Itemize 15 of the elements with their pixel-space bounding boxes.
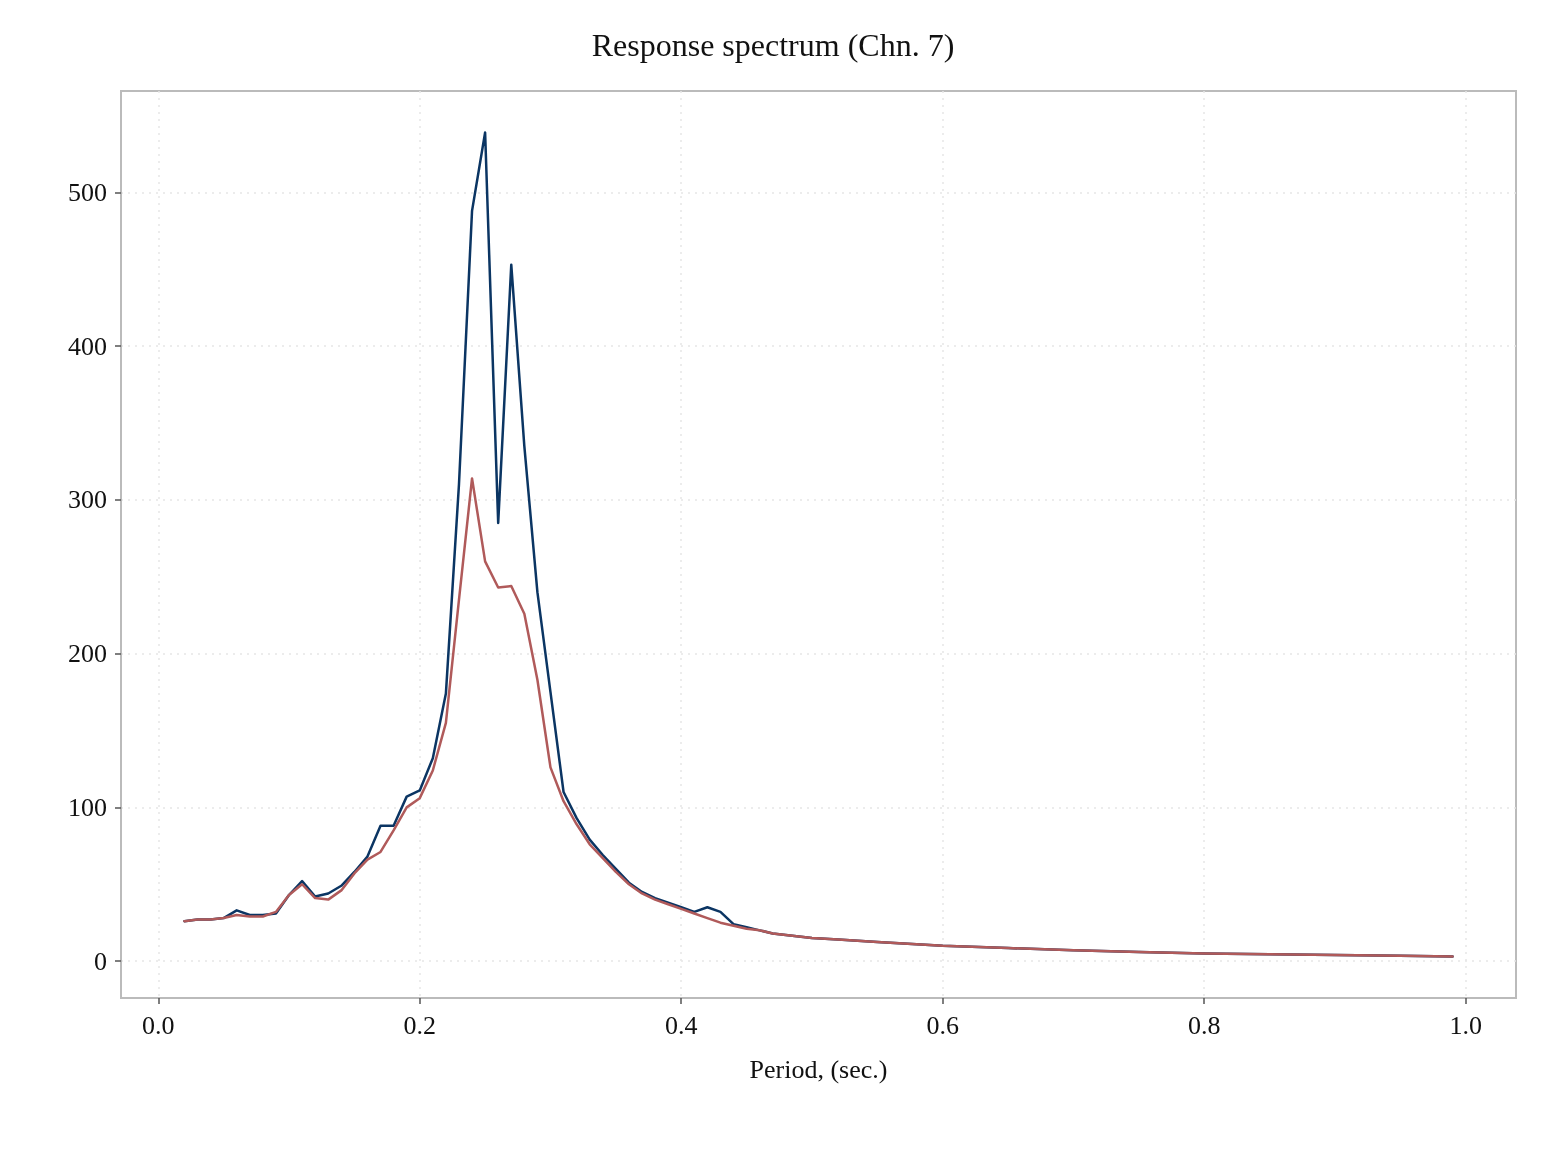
x-axis-title: Period, (sec.) — [749, 1054, 888, 1084]
x-tick-label: 0.4 — [664, 1010, 698, 1040]
y-tick-label: 300 — [68, 485, 107, 515]
y-tick-label: 400 — [68, 331, 107, 361]
x-tick-label: 0.0 — [142, 1010, 175, 1040]
x-tick-label: 0.8 — [1187, 1010, 1221, 1040]
y-tick-label: 0 — [94, 946, 107, 976]
x-tick-label: 1.0 — [1449, 1010, 1482, 1040]
y-tick-label: 200 — [68, 639, 107, 669]
chart-title: Response spectrum (Chn. 7) — [591, 27, 955, 63]
x-tick-label: 0.6 — [926, 1010, 959, 1040]
y-tick-label: 500 — [68, 177, 107, 207]
y-tick-label: 100 — [68, 792, 107, 822]
x-tick-label: 0.2 — [403, 1010, 436, 1040]
line-series — [183, 477, 1454, 958]
